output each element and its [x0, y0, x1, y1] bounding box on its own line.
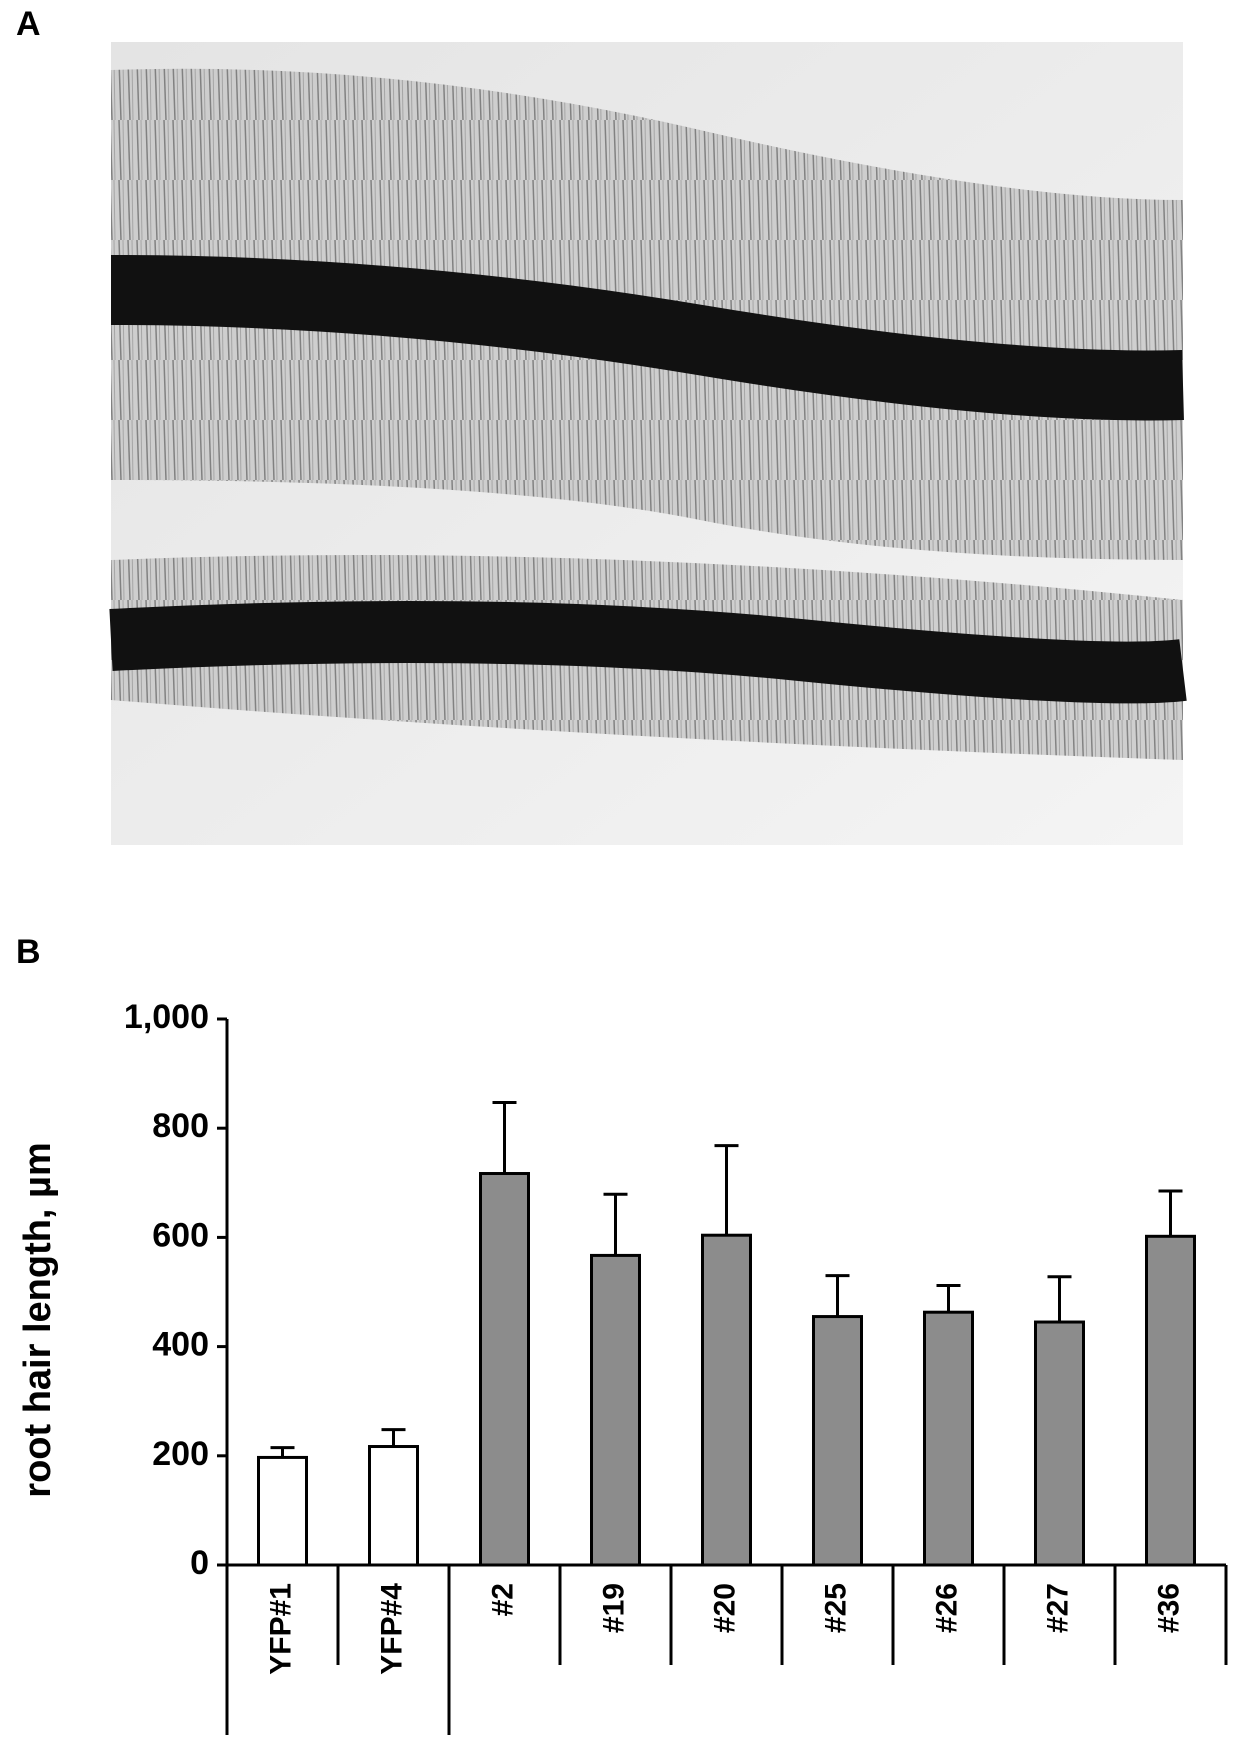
panel-label: A: [16, 5, 41, 43]
x-tick-label: #25: [819, 1583, 852, 1633]
bar: [701, 1233, 752, 1567]
micrograph: [109, 42, 1187, 845]
bar: [257, 1455, 308, 1567]
bar: [1034, 1320, 1085, 1567]
y-tick-label: 800: [152, 1107, 209, 1145]
x-tick-label: YFP#1: [264, 1583, 297, 1675]
x-tick-label: #2: [486, 1583, 519, 1616]
y-tick-label: 1,000: [124, 998, 209, 1036]
bar: [923, 1310, 974, 1567]
y-tick-label: 400: [152, 1326, 209, 1364]
x-tick-label: #26: [930, 1583, 963, 1633]
x-tick-label: #27: [1041, 1583, 1074, 1633]
y-axis-label: root hair length, µm: [17, 1142, 59, 1497]
x-tick-label: YFP#4: [375, 1583, 408, 1675]
bar: [812, 1315, 863, 1567]
bar: [479, 1172, 530, 1567]
y-tick-label: 600: [152, 1216, 209, 1254]
panel-label: B: [16, 933, 41, 971]
x-tick-label: #36: [1152, 1583, 1185, 1633]
x-tick-label: #19: [597, 1583, 630, 1633]
y-tick-label: 200: [152, 1435, 209, 1473]
x-tick-label: #20: [708, 1583, 741, 1633]
bar: [368, 1445, 419, 1567]
bar: [590, 1253, 641, 1567]
bar: [1145, 1234, 1196, 1567]
y-tick-label: 0: [190, 1544, 209, 1582]
